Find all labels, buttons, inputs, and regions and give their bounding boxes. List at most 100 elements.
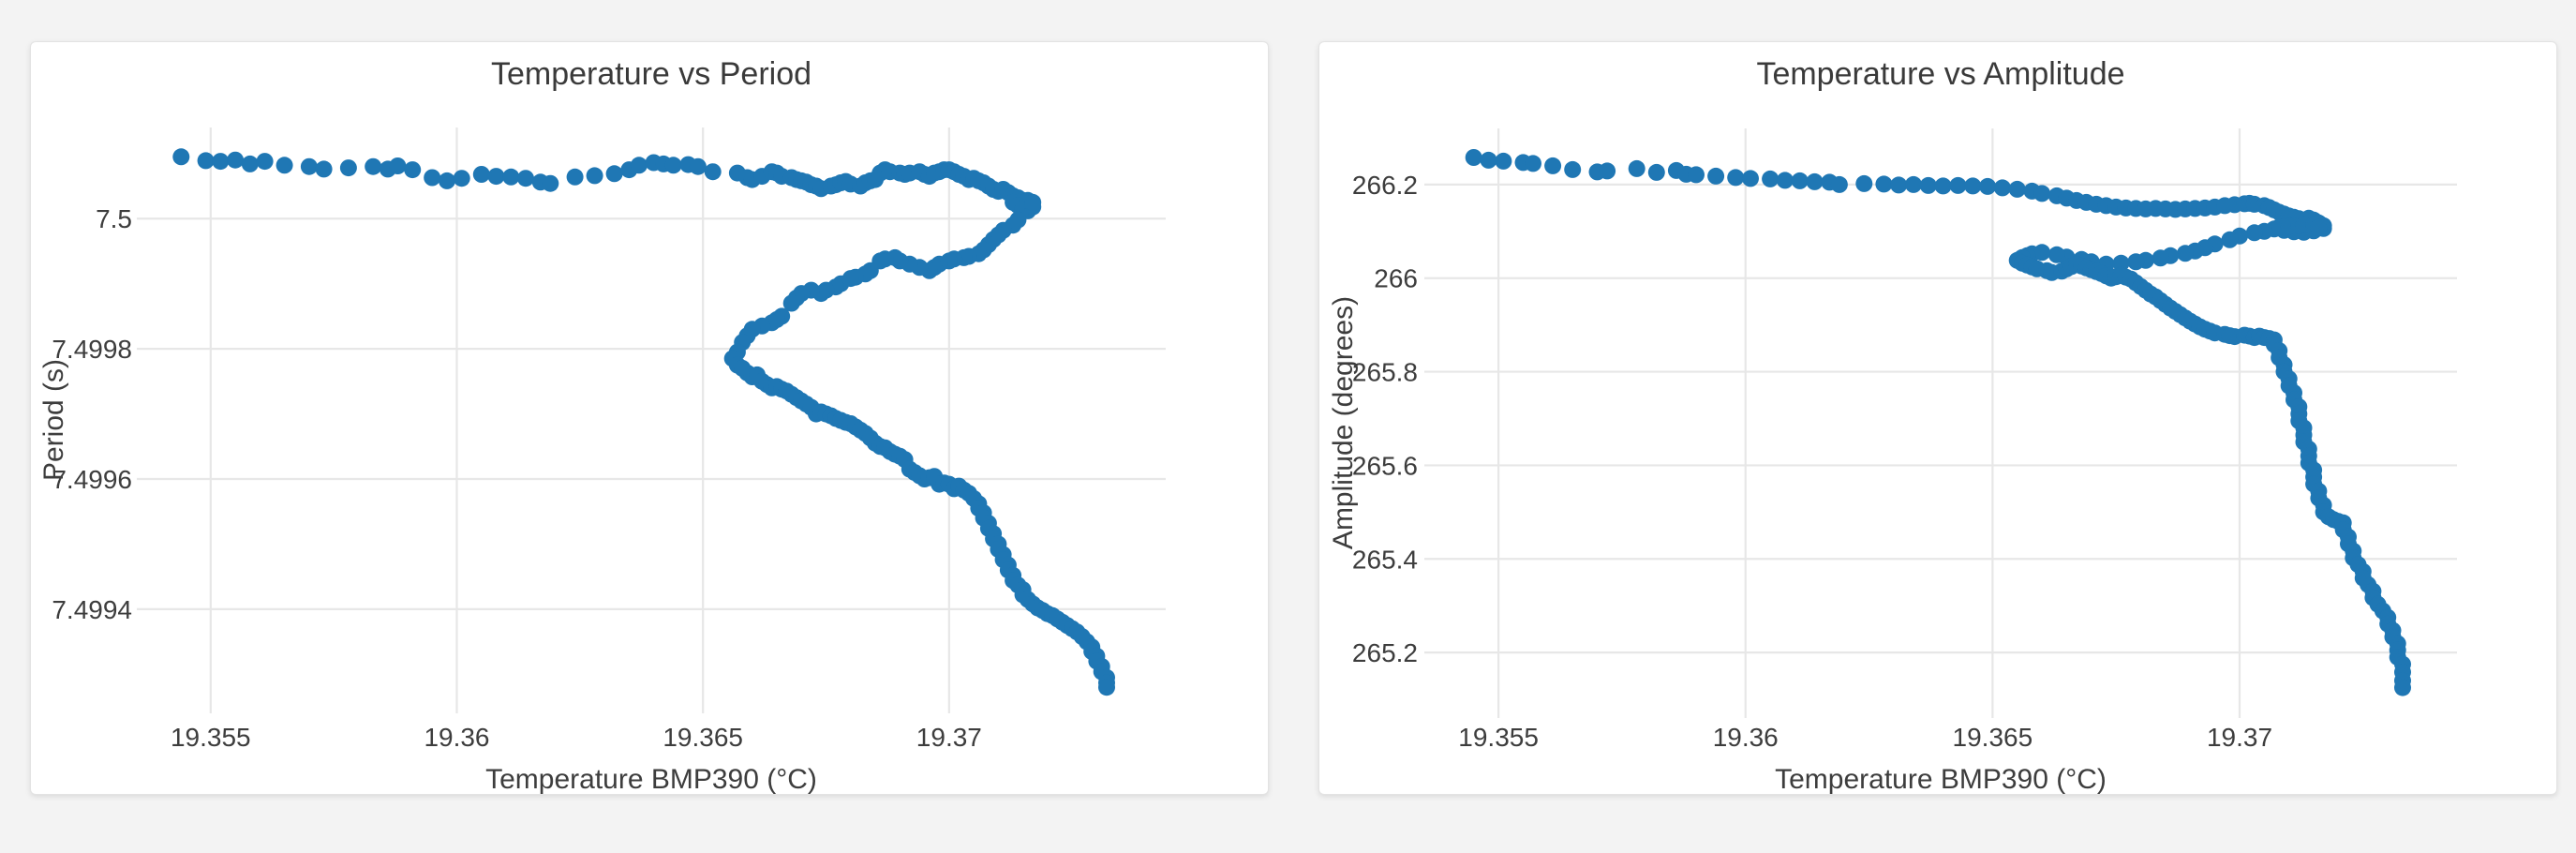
scatter-point bbox=[2033, 185, 2051, 202]
scatter-point bbox=[1934, 177, 1952, 195]
scatter-point bbox=[1875, 175, 1893, 193]
scatter-point bbox=[2112, 254, 2130, 272]
scatter-point bbox=[487, 168, 505, 186]
chart-title: Temperature vs Period bbox=[491, 56, 812, 92]
x-tick-label: 19.365 bbox=[1953, 723, 2033, 752]
chart-card-temperature-vs-amplitude: 19.355 19.36 19.365 19.37 266.2 266 265.8 265.6… bbox=[1318, 41, 2557, 795]
scatter-point bbox=[1993, 179, 2011, 197]
scatter-point bbox=[424, 169, 441, 187]
y-tick-label: 265.4 bbox=[1352, 545, 1418, 574]
scatter-point bbox=[1544, 157, 1562, 174]
scatter-point bbox=[1742, 170, 1759, 187]
y-tick-label: 7.4996 bbox=[52, 465, 132, 494]
scatter-point bbox=[517, 170, 534, 187]
y-tick-label: 7.5 bbox=[96, 204, 132, 233]
y-tick-label: 266.2 bbox=[1352, 171, 1418, 200]
scatter-point bbox=[1564, 160, 1582, 178]
scatter-point bbox=[1979, 177, 1997, 195]
scatter-point bbox=[256, 153, 274, 171]
x-axis-label: Temperature BMP390 (°C) bbox=[1775, 764, 2107, 794]
x-tick-label: 19.355 bbox=[171, 723, 251, 752]
scatter-point bbox=[339, 159, 357, 177]
chart-title: Temperature vs Amplitude bbox=[1756, 56, 2124, 92]
scatter-point bbox=[197, 152, 215, 170]
scatter-point bbox=[704, 163, 722, 181]
x-tick-label: 19.37 bbox=[2207, 723, 2272, 752]
scatter-point bbox=[2221, 231, 2239, 248]
x-axis-label: Temperature BMP390 (°C) bbox=[485, 764, 817, 794]
scatter-point bbox=[1727, 169, 1745, 187]
scatter-point bbox=[241, 155, 259, 172]
scatter-point bbox=[2008, 180, 2026, 198]
scatter-point bbox=[1830, 175, 1848, 193]
scatter-point bbox=[389, 157, 407, 174]
scatter-point bbox=[1949, 176, 1967, 194]
scatter-point bbox=[2152, 249, 2169, 267]
y-tick-label: 265.8 bbox=[1352, 358, 1418, 387]
scatter-point bbox=[1628, 159, 1645, 177]
scatter-point bbox=[586, 167, 603, 185]
scatter-point bbox=[782, 294, 800, 312]
scatter-point bbox=[1806, 172, 1824, 190]
scatter-point bbox=[566, 168, 584, 186]
scatter-point bbox=[1855, 174, 1873, 192]
scatter-point bbox=[275, 157, 293, 174]
scatter-point bbox=[1890, 176, 1908, 194]
x-tick-label: 19.36 bbox=[424, 723, 489, 752]
scatter-chart-temperature-vs-amplitude: 19.355 19.36 19.365 19.37 266.2 266 265.8 265.6… bbox=[1328, 56, 2457, 794]
scatter-point bbox=[1776, 172, 1794, 189]
scatter-point bbox=[1762, 170, 1779, 187]
scatter-point bbox=[227, 151, 245, 169]
scatter-point bbox=[542, 174, 559, 192]
scatter-point bbox=[2310, 218, 2328, 236]
scatter-point bbox=[502, 168, 520, 186]
scatter-point bbox=[300, 157, 318, 175]
scatter-point bbox=[1964, 177, 1982, 195]
scatter-point bbox=[1024, 193, 1042, 211]
scatter-point bbox=[439, 172, 455, 189]
x-tick-label: 19.365 bbox=[663, 723, 743, 752]
scatter-point bbox=[1791, 172, 1809, 189]
scatter-point bbox=[1495, 152, 1512, 170]
data-points bbox=[1465, 149, 2411, 696]
scatter-point bbox=[1707, 167, 1725, 185]
tick-labels: 19.355 19.36 19.365 19.37 266.2 266 265.8 265.6… bbox=[1352, 171, 2272, 752]
scatter-point bbox=[2245, 224, 2263, 242]
scatter-point bbox=[1098, 679, 1115, 696]
y-tick-label: 266 bbox=[1374, 264, 1418, 293]
grid-lines bbox=[137, 127, 1166, 713]
scatter-point bbox=[1465, 149, 1482, 166]
scatter-point bbox=[404, 161, 422, 179]
scatter-point bbox=[172, 148, 190, 166]
scatter-point bbox=[1688, 166, 1705, 184]
scatter-point bbox=[605, 165, 623, 183]
scatter-point bbox=[1480, 151, 1497, 169]
scatter-point bbox=[1525, 155, 1541, 172]
scatter-point bbox=[315, 160, 333, 178]
y-tick-label: 265.2 bbox=[1352, 638, 1418, 667]
scatter-point bbox=[664, 157, 682, 174]
scatter-point bbox=[2394, 679, 2411, 696]
scatter-point bbox=[453, 170, 470, 187]
scatter-point bbox=[212, 153, 230, 171]
scatter-point bbox=[2127, 253, 2145, 271]
y-tick-label: 265.6 bbox=[1352, 451, 1418, 480]
scatter-point bbox=[689, 157, 707, 175]
scatter-point bbox=[2177, 245, 2194, 262]
y-axis-label: Amplitude (degrees) bbox=[1328, 296, 1359, 549]
scatter-chart-temperature-vs-period: 19.355 19.36 19.365 19.37 7.5 7.4998 7.4996 7.4… bbox=[38, 56, 1166, 794]
scatter-point bbox=[365, 157, 382, 175]
data-points bbox=[172, 148, 1115, 696]
scatter-point bbox=[1647, 163, 1665, 181]
chart-card-temperature-vs-period: 19.355 19.36 19.365 19.37 7.5 7.4998 7.4996 7.4… bbox=[30, 41, 1269, 795]
y-tick-label: 7.4998 bbox=[52, 335, 132, 364]
tick-labels: 19.355 19.36 19.365 19.37 7.5 7.4998 7.4996 7.4… bbox=[52, 204, 982, 752]
scatter-point bbox=[630, 157, 648, 174]
x-tick-label: 19.37 bbox=[916, 723, 982, 752]
scatter-point bbox=[1599, 162, 1616, 180]
scatter-point bbox=[1919, 176, 1937, 194]
scatter-point bbox=[2047, 246, 2065, 263]
y-axis-label: Period (s) bbox=[38, 359, 69, 481]
x-tick-label: 19.36 bbox=[1713, 723, 1779, 752]
x-tick-label: 19.355 bbox=[1458, 723, 1539, 752]
